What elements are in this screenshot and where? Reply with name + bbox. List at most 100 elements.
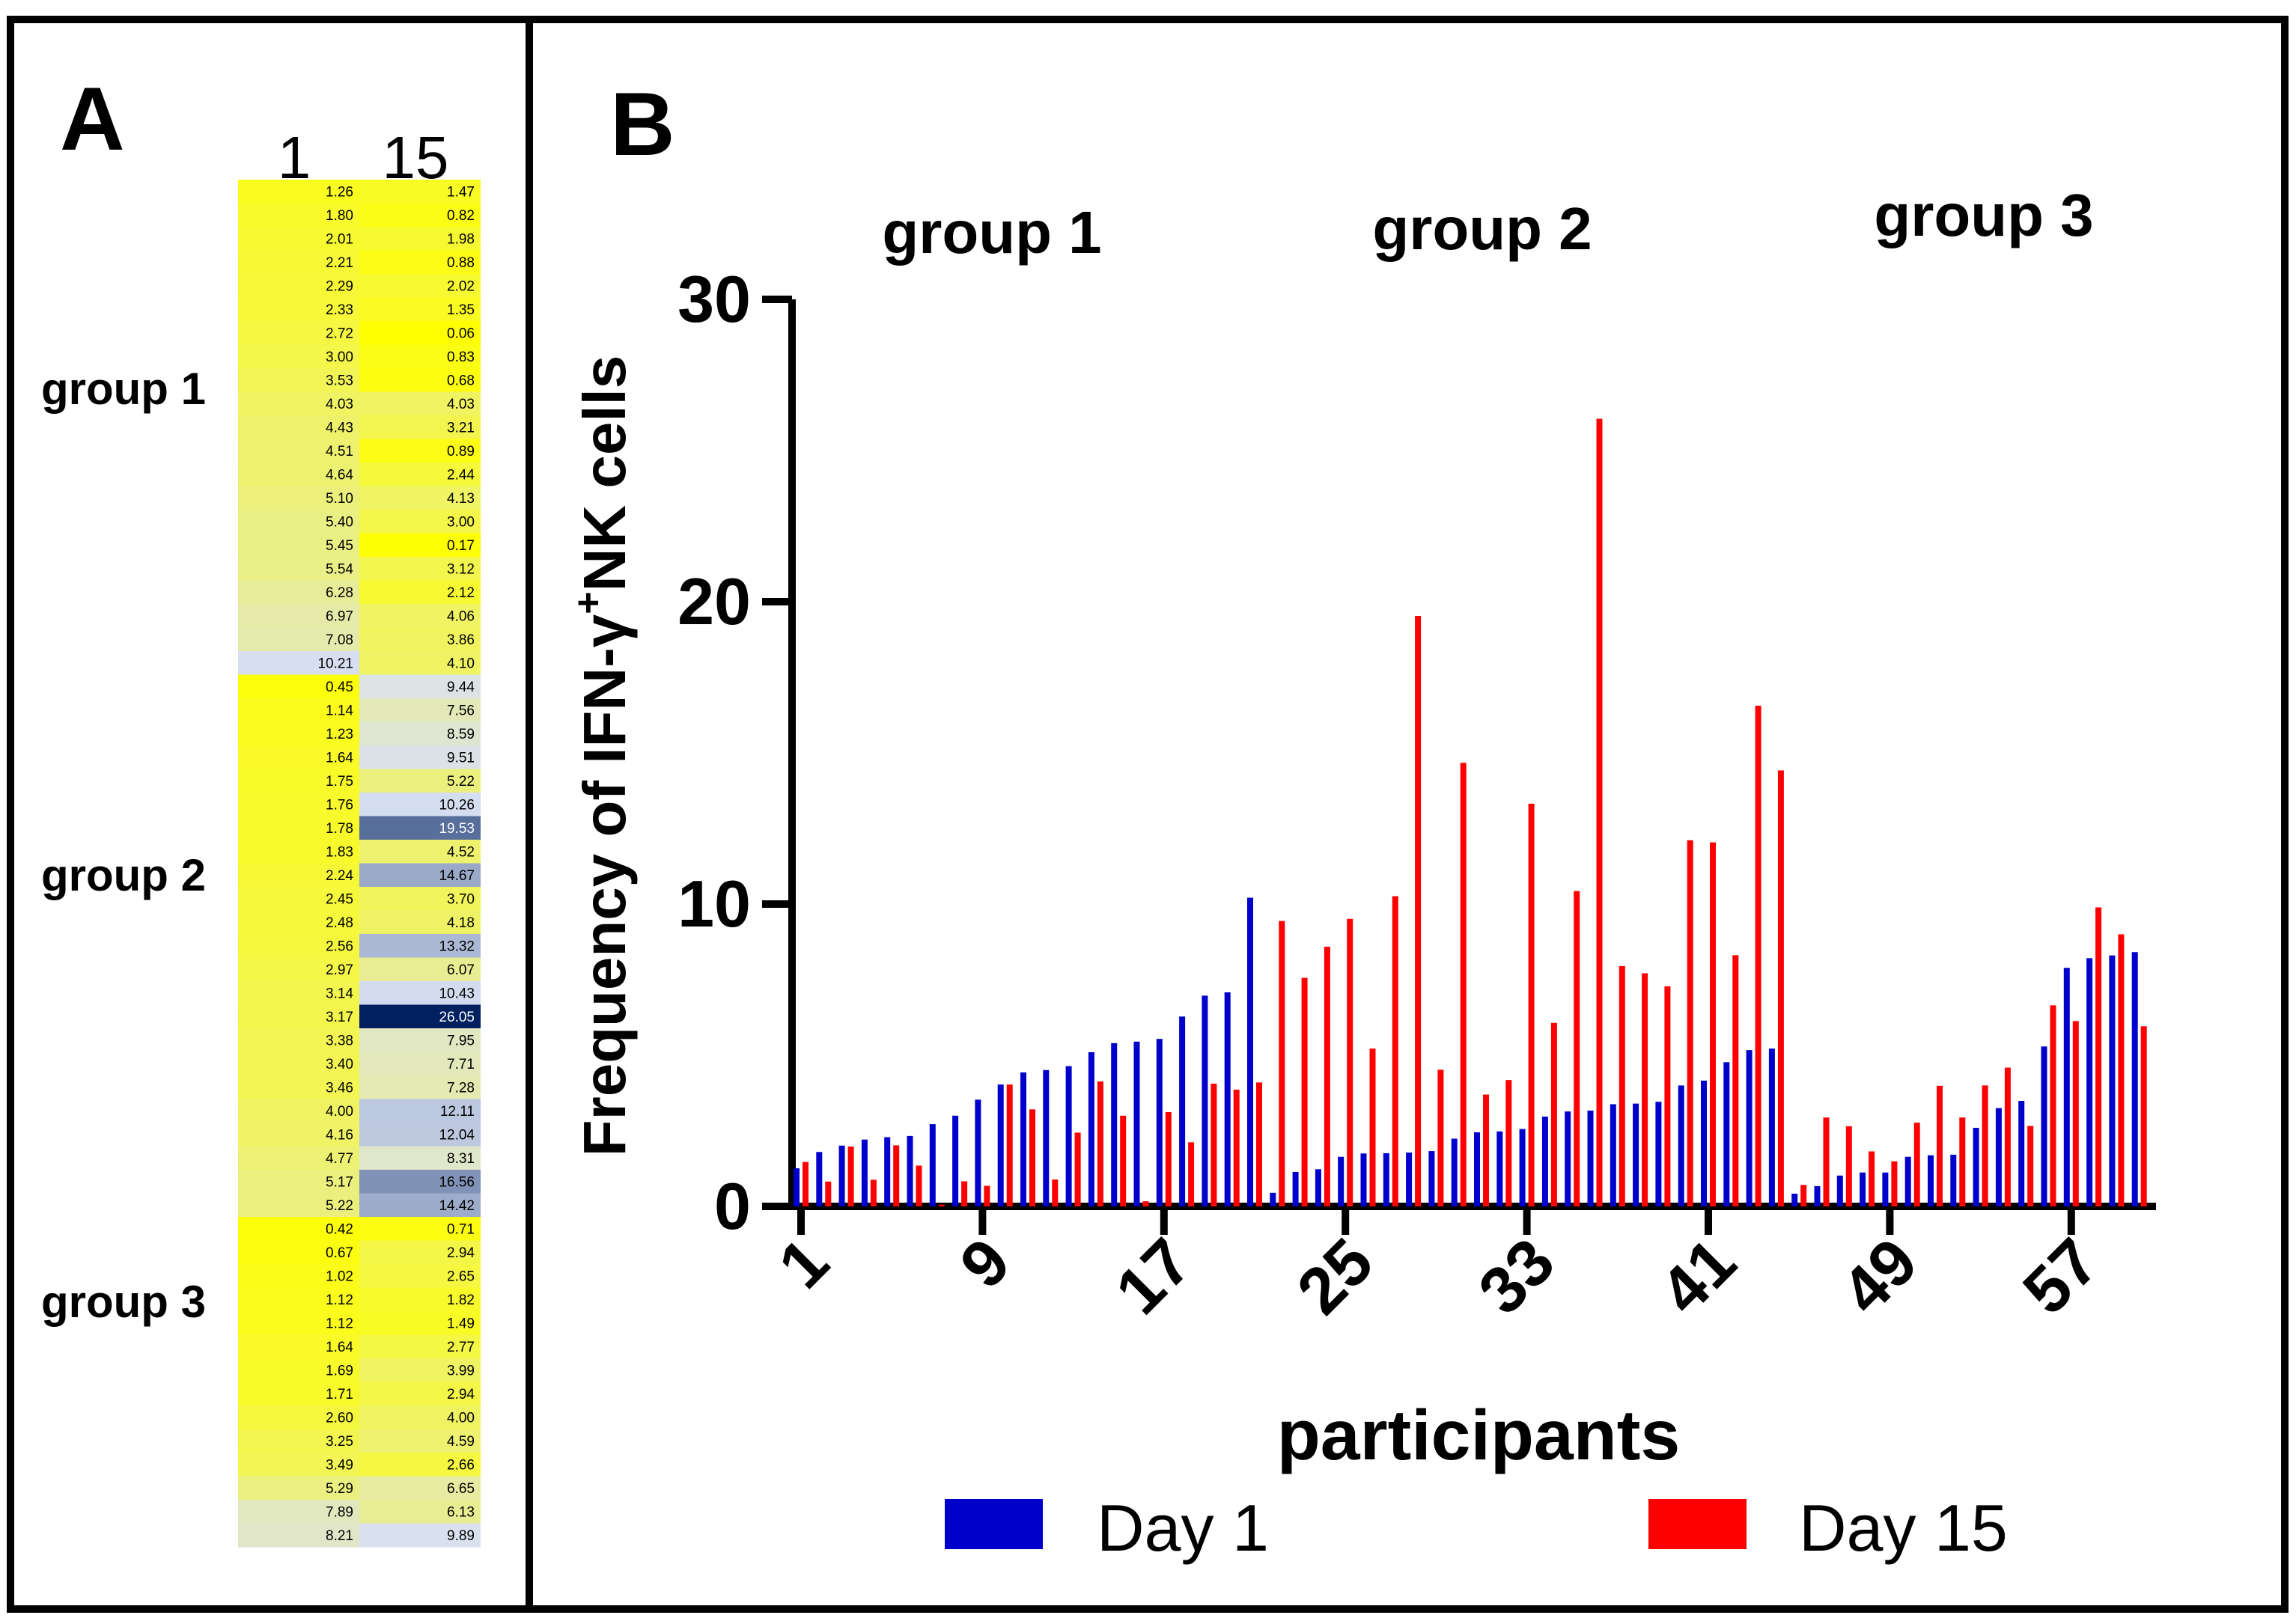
heatmap-cell [238,321,359,346]
heatmap-cell-value: 9.44 [447,680,475,695]
bar-day15 [984,1185,990,1206]
heatmap-cell-value: 1.71 [326,1387,353,1402]
bar-day15 [1687,840,1693,1206]
heatmap-cell [238,1123,359,1147]
bar-day15 [2027,1126,2034,1206]
heatmap-cell [359,1382,481,1406]
heatmap-cell [359,180,481,204]
bar-day15 [1460,763,1467,1206]
heatmap-cell [238,1028,359,1053]
heatmap-cell-value: 2.94 [447,1245,475,1261]
bar-day15 [1165,1111,1172,1206]
bar-day1 [2131,952,2138,1206]
heatmap-cell [238,1476,359,1501]
legend-label-day1: Day 1 [1097,1491,1269,1565]
heatmap-cell [359,227,481,251]
heatmap-cell-value: 26.05 [439,1010,475,1025]
heatmap-cell-value: 0.42 [326,1222,353,1238]
heatmap-cell [359,957,481,982]
x-tick-label: 1 [764,1224,843,1302]
bar-day15 [1959,1117,1966,1206]
heatmap-cell [359,533,481,558]
heatmap-cell-value: 2.65 [447,1269,475,1285]
heatmap-cell [359,674,481,699]
legend-swatch-day1 [945,1499,1043,1549]
heatmap-cell-value: 0.83 [447,349,475,365]
panel-a-label: A [60,69,125,169]
heatmap-cell [238,415,359,440]
heatmap-cell-value: 3.25 [326,1434,353,1450]
heatmap-cell [238,957,359,982]
bar-day1 [952,1115,959,1206]
heatmap-cell [238,816,359,840]
bar-day15 [1074,1132,1081,1206]
heatmap-cell-value: 13.32 [439,939,475,955]
bar-day1 [1541,1117,1548,1206]
heatmap-cell-value: 7.95 [447,1034,475,1049]
heatmap-cell [359,698,481,723]
heatmap-cell [359,1051,481,1076]
heatmap-cell-value: 10.26 [439,798,475,813]
bar-day15 [1256,1082,1262,1206]
heatmap-cell-value: 12.11 [440,1104,475,1120]
bar-day1 [1383,1153,1389,1206]
bar-day1 [861,1139,868,1206]
bar-day1 [1156,1039,1163,1206]
bar-day15 [1891,1161,1898,1206]
bar-day15 [1619,965,1625,1206]
bar-day15 [803,1161,809,1206]
heatmap-cell-value: 4.03 [326,397,353,412]
x-tick-label: 33 [1464,1224,1568,1328]
heatmap-cell [238,1500,359,1524]
bar-day1 [1270,1192,1276,1206]
heatmap-cell [359,1123,481,1147]
bar-day15 [1392,896,1398,1206]
heatmap-cell-value: 6.97 [326,609,353,625]
bar-day1 [2109,955,2116,1206]
heatmap-cell-value: 3.49 [326,1458,353,1474]
bar-day1 [1995,1108,2002,1206]
heatmap-cell [238,910,359,935]
heatmap-cell [359,463,481,487]
heatmap-cell [359,1264,481,1289]
heatmap-cell-value: 4.18 [447,915,475,931]
heatmap-cell-value: 4.16 [326,1128,353,1144]
bar-day15 [1550,1022,1557,1206]
bar-day1 [1610,1104,1616,1206]
heatmap-cell [238,439,359,463]
heatmap-cell-value: 8.21 [326,1528,353,1544]
bar-day1 [1904,1156,1911,1206]
panel-b-frame [526,16,2289,1613]
bar-day1 [1882,1172,1889,1206]
heatmap-cell-value: 3.12 [447,562,475,578]
bar-day1 [794,1168,800,1206]
heatmap-cell-value: 0.89 [447,444,475,460]
bar-day15 [1845,1126,1852,1206]
heatmap-cell-value: 0.71 [447,1222,475,1238]
bar-day1 [1043,1069,1050,1206]
legend-swatch-day15 [1648,1499,1747,1549]
heatmap-cell-value: 1.49 [447,1316,475,1332]
bar-day15 [2072,1021,2079,1206]
bar-day1 [2041,1046,2047,1206]
heatmap-cell [238,1099,359,1123]
bar-day15 [1596,418,1603,1206]
heatmap-cell-value: 2.21 [326,255,353,271]
heatmap-cell-value: 1.75 [326,774,353,790]
heatmap-cell [238,510,359,534]
heatmap-cell [238,1429,359,1453]
heatmap-cell [359,580,481,605]
heatmap-cell-value: 3.38 [326,1034,353,1049]
heatmap-cell-value: 7.08 [326,632,353,648]
heatmap-cell-value: 1.23 [326,727,353,742]
heatmap-cell [238,344,359,369]
y-tick-label: 0 [714,1169,751,1243]
bar-day1 [1814,1185,1821,1206]
heatmap-cell [359,203,481,228]
bar-day15 [1347,918,1353,1206]
bar-day15 [1120,1115,1127,1206]
heatmap-cell-value: 10.43 [439,986,475,1002]
bar-day1 [1428,1151,1435,1206]
heatmap-cell-value: 9.89 [447,1528,475,1544]
